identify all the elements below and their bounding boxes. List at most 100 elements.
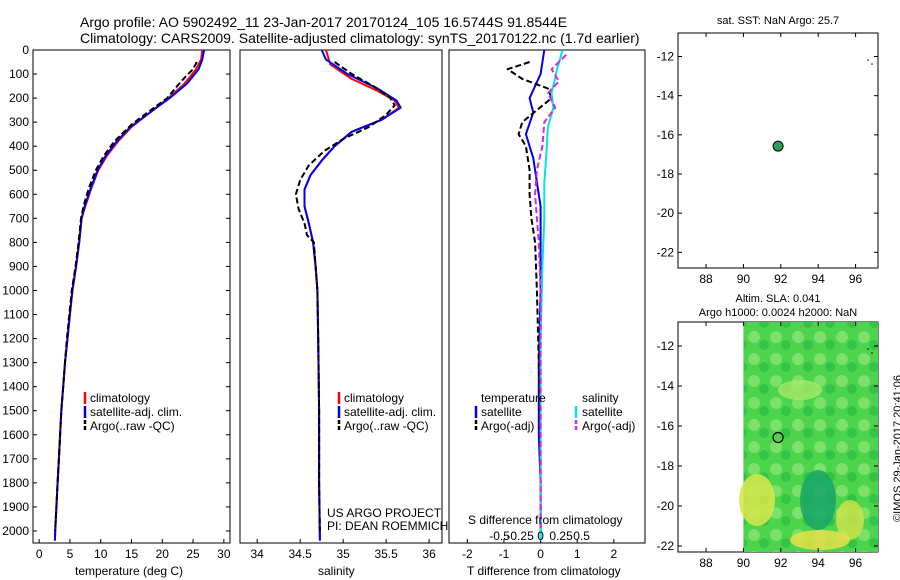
sla-low-patch (800, 470, 836, 530)
map-y-tick-label: -14 (657, 89, 675, 103)
s-tick-label: -0.25 (506, 529, 534, 543)
depth-tick-label: 1100 (3, 308, 29, 322)
depth-tick-label: 800 (9, 235, 29, 249)
x-tick-label: 0 (36, 547, 43, 561)
map-dot (871, 63, 873, 65)
depth-tick-label: 400 (9, 139, 29, 153)
sla-high-patch (790, 530, 850, 550)
temperature-legend: climatology satellite-adj. clim. Argo(..… (83, 391, 182, 433)
depth-tick-label: 1500 (2, 404, 29, 418)
salinity-axes (239, 49, 443, 544)
depth-tick-label: 2000 (2, 524, 29, 538)
legend-temperature-head: temperature (481, 391, 546, 405)
x-tick-label: 35.5 (374, 547, 398, 561)
depth-tick-label: 300 (9, 115, 29, 129)
depth-tick-label: 1300 (2, 356, 29, 370)
depth-tick-label: 600 (9, 187, 29, 201)
s-difference-axis-label: S difference from climatology (468, 513, 623, 527)
s-tick-label: 0.25 (549, 529, 573, 543)
difference-x-ticks: -2 -1 0 1 2 (462, 539, 618, 561)
salinity-axis-label: salinity (318, 564, 355, 578)
x-tick-label: 20 (156, 547, 170, 561)
map-y-tick-label: -22 (657, 539, 675, 553)
map-y-tick-label: -14 (657, 379, 675, 393)
x-tick-label: 36 (422, 547, 436, 561)
x-tick-label: 30 (217, 547, 231, 561)
x-tick-label: 0 (537, 547, 544, 561)
depth-tick-label: 200 (9, 91, 29, 105)
depth-tick-label: 0 (22, 43, 29, 57)
sla-high-patch (739, 474, 775, 526)
sst-map-panel: sat. SST: NaN Argo: 25.7 88 90 92 94 96 -12 -1… (657, 15, 879, 286)
depth-tick-label: 1400 (2, 380, 29, 394)
s-tick-label: 0.5 (573, 529, 590, 543)
map-x-tick-label: 96 (849, 556, 863, 570)
map-dot (871, 352, 873, 354)
map-y-tick-label: -16 (657, 128, 675, 142)
sla-field (739, 322, 878, 552)
salinity-legend: climatology satellite-adj. clim. Argo(..… (337, 391, 436, 433)
salinity-series (294, 49, 402, 541)
map-dot (867, 348, 869, 350)
legend-climatology-label: climatology (90, 391, 150, 405)
map-x-tick-label: 92 (774, 272, 788, 286)
map-y-tick-label: -12 (657, 339, 675, 353)
s-tick-label: -0.5 (489, 529, 510, 543)
salinity-x-ticks: 34 34.5 35 35.5 36 (251, 539, 436, 561)
sst-map-title: sat. SST: NaN Argo: 25.7 (717, 15, 839, 27)
depth-tick-label: 1200 (2, 332, 29, 346)
depth-tick-label: 1600 (2, 428, 29, 442)
series-argo-raw-qc- (54, 61, 198, 532)
temperature-panel: 0100200300400500600700800900100011001200… (2, 43, 645, 561)
x-tick-label: 15 (125, 547, 139, 561)
legend-argo-label: Argo(..raw -QC) (90, 419, 175, 433)
legend-satellite-label: satellite-adj. clim. (90, 405, 182, 419)
difference-axes (448, 49, 646, 544)
salinity-panel: 34 34.5 35 35.5 36 climatology satellite-adj… (239, 49, 448, 561)
sla-map-panel: Altim. SLA: 0.041 Argo h1000: 0.0024 h20… (657, 293, 879, 570)
depth-tick-label: 900 (9, 259, 29, 273)
temperature-series (53, 49, 206, 541)
depth-tick-label: 1800 (2, 476, 29, 490)
map-y-tick-label: -20 (657, 206, 675, 220)
map-x-tick-label: 90 (737, 556, 751, 570)
map-x-tick-label: 96 (849, 272, 863, 286)
legend-temp-satellite-label: satellite (481, 405, 522, 419)
project-line1: US ARGO PROJECT (327, 506, 442, 520)
x-tick-label: 34.5 (288, 547, 312, 561)
x-tick-label: -2 (462, 547, 473, 561)
argo-location-marker (772, 431, 784, 444)
imos-timestamp: ©IMOS 29-Jan-2017 20:41:06 (892, 375, 900, 522)
map-x-tick-label: 94 (812, 272, 826, 286)
difference-series (506, 49, 567, 541)
sla-map-title-line2: Argo h1000: 0.0024 h2000: NaN (699, 307, 857, 319)
map-x-tick-label: 88 (699, 556, 713, 570)
depth-tick-label: 1700 (2, 452, 29, 466)
map-y-tick-label: -12 (657, 50, 675, 64)
x-tick-label: 10 (94, 547, 108, 561)
temperature-axis-label: temperature (deg C) (75, 564, 184, 578)
depth-tick-label: 700 (9, 211, 29, 225)
s-difference-ticks: -0.5-0.25 0 0.25 0.5 (489, 529, 590, 543)
series-temperature-argo-adj- (506, 61, 553, 531)
x-tick-label: 1 (574, 547, 581, 561)
map-x-tick-label: 94 (812, 556, 826, 570)
sla-high-patch (778, 380, 822, 400)
depth-tick-label: 1000 (2, 283, 29, 297)
map-x-tick-label: 92 (774, 556, 788, 570)
legend-argo-label: Argo(..raw -QC) (344, 419, 429, 433)
map-dot (867, 59, 869, 61)
legend-sal-satellite-label: satellite (582, 405, 623, 419)
sla-high-patch (836, 500, 864, 540)
map-x-tick-label: 90 (737, 272, 751, 286)
legend-satellite-label: satellite-adj. clim. (344, 405, 436, 419)
map-x-tick-label: 88 (699, 272, 713, 286)
x-tick-label: 25 (186, 547, 200, 561)
legend-salinity-head: salinity (582, 391, 619, 405)
temperature-axes (32, 49, 231, 544)
x-tick-label: -1 (499, 547, 510, 561)
project-line2: PI: DEAN ROEMMICH (327, 519, 448, 533)
legend-sal-argo-label: Argo(-adj) (582, 419, 635, 433)
sla-map-title-line1: Altim. SLA: 0.041 (736, 293, 821, 305)
